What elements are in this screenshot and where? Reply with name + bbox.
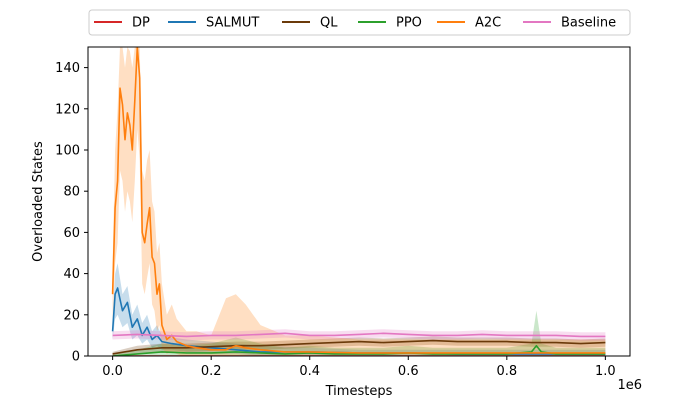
legend-label: A2C — [475, 16, 501, 31]
legend: DP SALMUT QL PPO A2C Baseline — [88, 9, 631, 36]
x-axis-label: Timesteps — [325, 384, 393, 399]
x-tick-label: 0.6 — [398, 364, 419, 379]
band-salmut — [112, 263, 606, 356]
x-axis-ticks: 0.0 0.2 0.4 0.6 0.8 1.0 — [102, 356, 616, 379]
band-a2c — [112, 47, 606, 356]
confidence-bands — [112, 47, 606, 356]
series-lines — [111, 47, 606, 356]
legend-label: PPO — [396, 16, 422, 31]
series-line-a2c — [111, 47, 606, 354]
legend-label: SALMUT — [206, 16, 259, 31]
y-tick-label: 100 — [55, 144, 80, 159]
x-tick-label: 1.0 — [595, 364, 616, 379]
legend-item-baseline: Baseline — [523, 16, 616, 31]
legend-item-dp: DP — [94, 16, 150, 31]
legend-label: QL — [320, 16, 338, 31]
x-tick-label: 0.8 — [496, 364, 517, 379]
x-tick-label: 0.4 — [299, 364, 320, 379]
plot-area-frame — [87, 46, 631, 357]
y-axis-ticks: 0 20 40 60 80 100 120 140 — [55, 61, 88, 365]
y-tick-label: 20 — [63, 308, 80, 323]
y-tick-label: 80 — [63, 185, 80, 200]
legend-item-ppo: PPO — [358, 16, 422, 31]
y-tick-label: 40 — [63, 267, 80, 282]
legend-item-salmut: SALMUT — [168, 16, 259, 31]
legend-item-a2c: A2C — [437, 16, 501, 31]
legend-label: Baseline — [561, 16, 616, 31]
band-ppo — [112, 310, 606, 356]
series-line-ppo — [112, 344, 606, 356]
x-tick-label: 0.0 — [102, 364, 123, 379]
legend-item-ql: QL — [282, 16, 338, 31]
x-axis-offset-label: 1e6 — [617, 378, 642, 393]
legend-label: DP — [132, 16, 150, 31]
y-tick-label: 60 — [63, 226, 80, 241]
y-tick-label: 0 — [72, 350, 80, 365]
series-line-baseline — [112, 332, 606, 338]
y-axis-label: Overloaded States — [31, 141, 46, 262]
x-tick-label: 0.2 — [201, 364, 222, 379]
y-tick-label: 120 — [55, 102, 80, 117]
y-tick-label: 140 — [55, 61, 80, 76]
